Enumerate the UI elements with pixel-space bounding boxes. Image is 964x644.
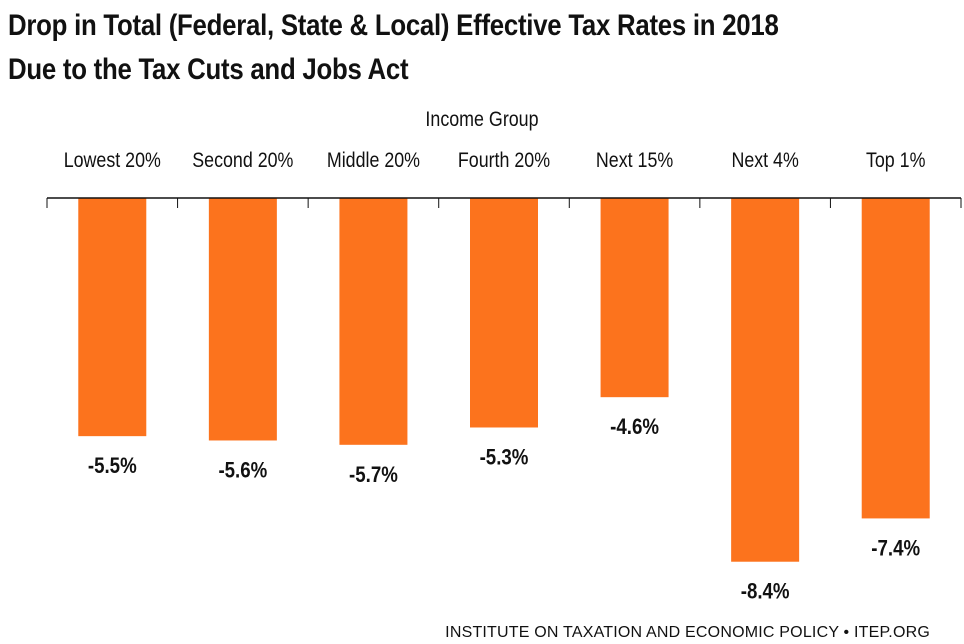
data-label: -7.4% (871, 537, 920, 561)
data-label: -5.6% (218, 459, 267, 483)
data-label: -5.7% (349, 463, 398, 487)
source-credit: INSTITUTE ON TAXATION AND ECONOMIC POLIC… (445, 624, 930, 641)
bar (78, 198, 147, 437)
bar (208, 198, 277, 441)
data-label: -4.6% (610, 416, 659, 440)
bar (470, 198, 538, 428)
category-label: Top 1% (866, 149, 925, 173)
category-label: Lowest 20% (64, 149, 161, 173)
bar (600, 198, 669, 398)
category-label: Fourth 20% (458, 149, 550, 173)
data-label: -5.3% (480, 446, 529, 470)
data-label: -5.5% (88, 455, 137, 479)
data-label: -8.4% (741, 580, 790, 604)
bar (731, 198, 800, 562)
chart-title: Drop in Total (Federal, State & Local) E… (8, 4, 779, 92)
category-label: Next 4% (731, 149, 798, 173)
category-label: Second 20% (192, 149, 293, 173)
x-axis-title: Income Group (425, 108, 539, 131)
chart-title-line2: Due to the Tax Cuts and Jobs Act (8, 53, 409, 86)
category-label: Next 15% (596, 149, 673, 173)
bar (861, 198, 930, 519)
category-label: Middle 20% (327, 149, 420, 173)
bar (339, 198, 408, 445)
chart-title-line1: Drop in Total (Federal, State & Local) E… (8, 9, 779, 42)
